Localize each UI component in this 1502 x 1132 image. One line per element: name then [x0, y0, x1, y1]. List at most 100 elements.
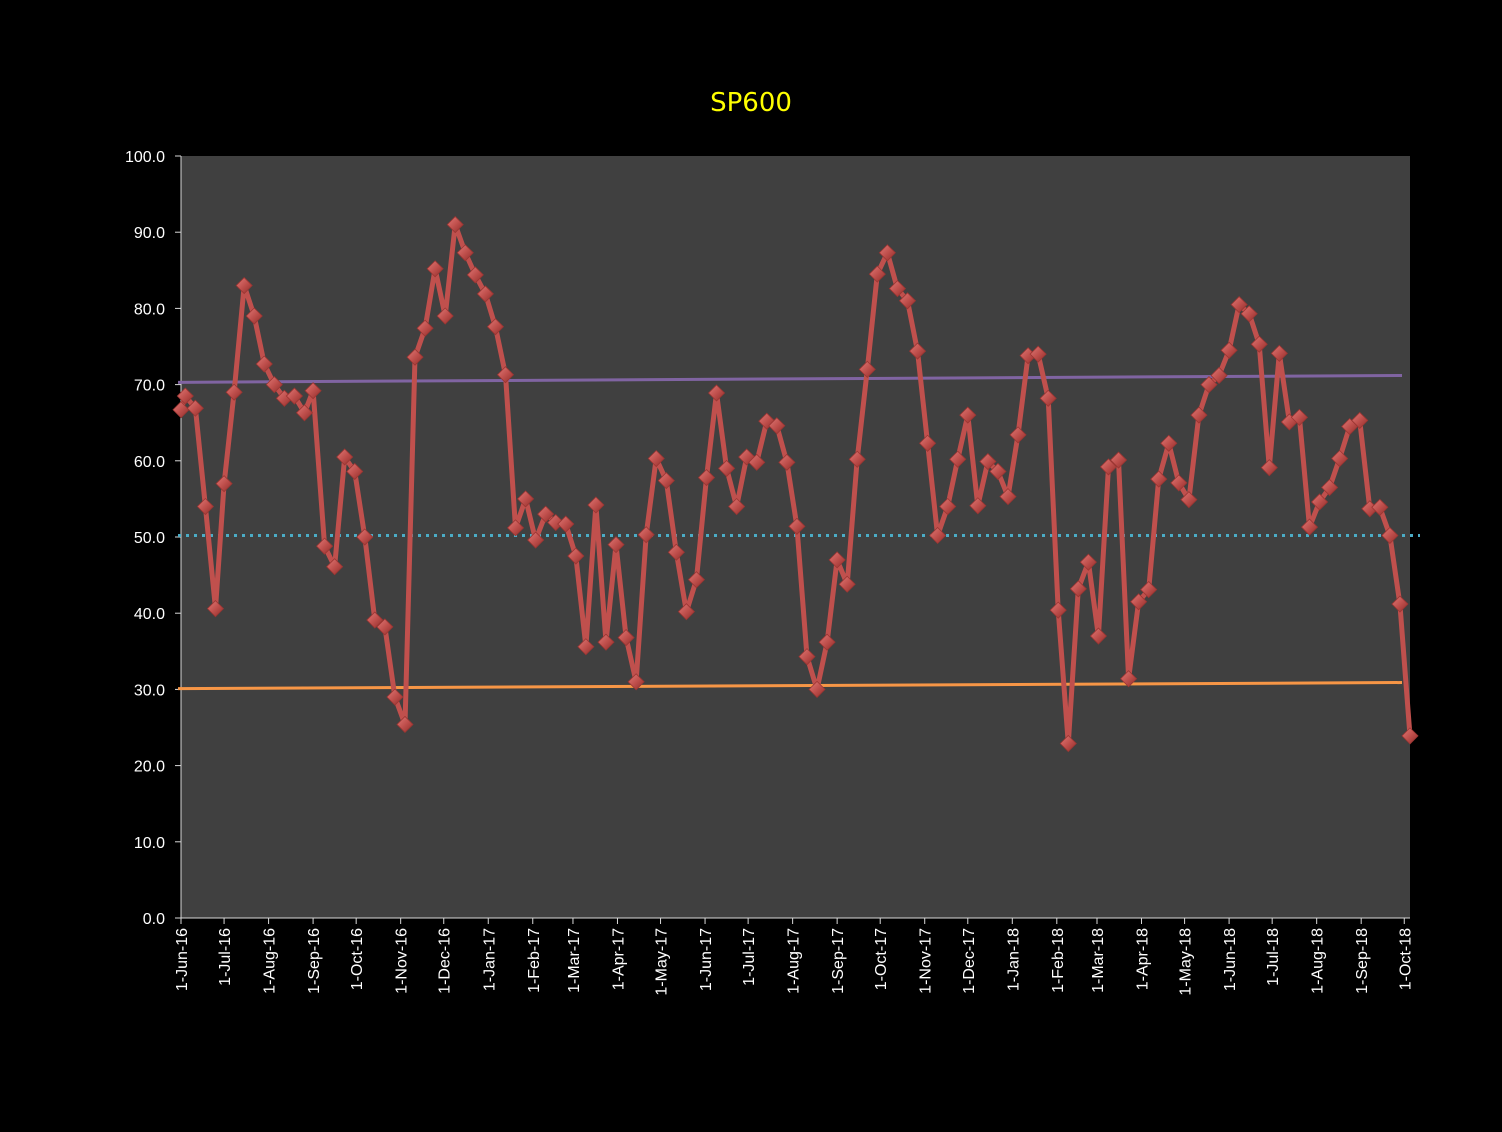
data-point [707, 384, 726, 402]
data-point [176, 387, 194, 405]
data-point [527, 531, 545, 549]
data-point [336, 448, 354, 466]
x-tick-label: 1-Jan-18 [1005, 928, 1022, 991]
x-tick-label: 1-May-18 [1178, 928, 1195, 996]
x-tick-label: 1-Aug-16 [262, 928, 279, 994]
data-point [1220, 341, 1238, 359]
data-point [1401, 727, 1419, 745]
data-point [1109, 451, 1128, 469]
x-tick-label: 1-Nov-17 [918, 928, 935, 994]
x-tick-label: 1-Dec-16 [437, 928, 454, 994]
data-point [979, 452, 997, 471]
reference-line [177, 681, 1403, 691]
data-point [486, 318, 504, 336]
data-point [818, 633, 836, 651]
x-tick-label: 1-Jul-18 [1265, 928, 1282, 986]
data-point [908, 342, 927, 360]
y-tick-label: 40.0 [134, 606, 165, 623]
x-tick-label: 1-Mar-17 [566, 928, 583, 993]
data-point [446, 216, 464, 234]
data-point [587, 496, 605, 514]
data-point [1351, 411, 1369, 429]
x-tick-label: 1-Dec-17 [961, 928, 978, 994]
data-point [1331, 449, 1349, 468]
data-point [848, 450, 866, 468]
data-point [436, 307, 454, 325]
data-point [1250, 335, 1268, 353]
data-point [1260, 459, 1278, 477]
data-point [1170, 474, 1188, 492]
data-point [1310, 493, 1329, 511]
data-point [788, 517, 806, 535]
data-point [1130, 593, 1148, 611]
x-tick-label: 1-Jun-16 [174, 928, 191, 991]
data-point [346, 462, 364, 481]
y-tick-label: 50.0 [134, 530, 165, 547]
data-point [607, 536, 625, 554]
data-point [637, 526, 655, 544]
data-point [265, 376, 283, 394]
data-point [456, 244, 474, 262]
data-point [798, 648, 816, 666]
data-point [316, 537, 334, 555]
y-tick-label: 90.0 [134, 225, 165, 242]
data-point [1200, 376, 1218, 394]
y-tick-label: 20.0 [134, 759, 165, 776]
y-tick-label: 100.0 [125, 149, 165, 166]
data-point [1210, 366, 1228, 385]
x-tick-label: 1-Jul-17 [741, 928, 758, 986]
x-tick-label: 1-May-17 [654, 928, 671, 996]
x-tick-label: 1-Feb-17 [526, 928, 543, 993]
data-point [506, 519, 525, 537]
data-point [949, 450, 967, 468]
data-point [667, 543, 685, 561]
data-point [878, 244, 896, 262]
data-point [235, 276, 253, 295]
data-point [225, 383, 243, 401]
x-tick-label: 1-Sep-18 [1354, 928, 1371, 994]
data-point [1140, 581, 1158, 599]
data-point [206, 600, 225, 618]
y-tick-label: 60.0 [134, 454, 165, 471]
data-point [617, 629, 635, 647]
data-point [537, 505, 555, 523]
data-point [1029, 345, 1047, 363]
data-point [959, 406, 977, 424]
data-point [396, 715, 414, 734]
data-point [1150, 470, 1168, 488]
data-point [1009, 426, 1027, 444]
x-tick-label: 1-Aug-17 [786, 928, 803, 994]
data-point [466, 266, 484, 284]
y-tick-label: 0.0 [143, 911, 165, 928]
x-tick-label: 1-Nov-16 [394, 928, 411, 994]
data-point [1099, 458, 1118, 476]
data-point [255, 355, 273, 373]
x-tick-label: 1-Aug-18 [1310, 928, 1327, 994]
data-point [939, 497, 957, 516]
data-point [1290, 408, 1309, 426]
data-point [1371, 498, 1389, 516]
y-tick-label: 80.0 [134, 301, 165, 318]
data-point [476, 285, 494, 303]
x-tick-label: 1-Jun-17 [698, 928, 715, 991]
x-tick-label: 1-Feb-18 [1050, 928, 1067, 993]
data-point [1069, 580, 1087, 598]
chart-title: SP600 [710, 88, 792, 118]
data-point [728, 497, 746, 516]
data-point [215, 475, 233, 493]
data-point [748, 453, 766, 471]
x-tick-label: 1-Sep-17 [830, 928, 847, 994]
data-point [929, 526, 947, 545]
data-point [376, 618, 394, 636]
data-point [687, 571, 705, 589]
data-point [989, 462, 1007, 481]
data-point [898, 292, 917, 310]
data-point [647, 449, 665, 468]
data-point [657, 472, 675, 490]
data-point [718, 459, 736, 477]
data-point [778, 453, 796, 471]
data-point [1089, 627, 1108, 645]
data-point [295, 404, 314, 422]
